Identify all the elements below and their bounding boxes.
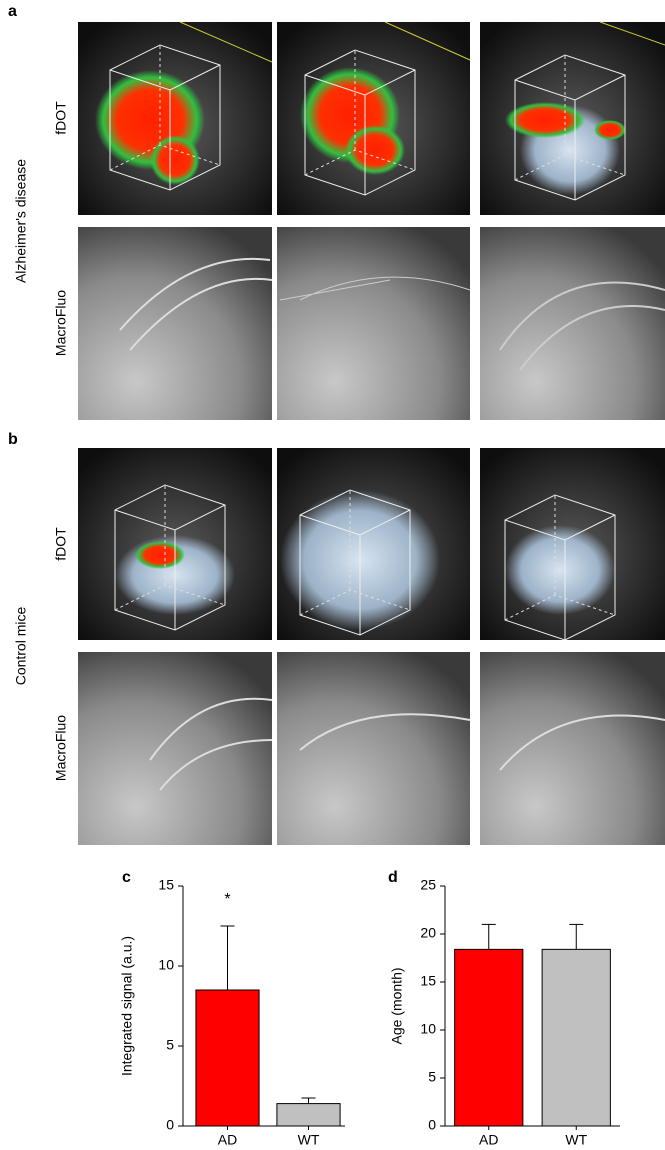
row-label: fDOT (53, 527, 69, 561)
x-tick-label: AD (218, 1132, 237, 1148)
row-label: MacroFluo (53, 715, 69, 781)
y-tick-label: 0 (428, 1117, 436, 1133)
figure: a b c d Alzheimer's disease Control mice… (0, 0, 665, 1150)
panel-label: d (388, 869, 398, 886)
bar (277, 1104, 340, 1126)
y-tick-label: 10 (158, 957, 174, 973)
y-axis-label: Integrated signal (a.u.) (119, 936, 135, 1076)
x-tick-label: WT (565, 1132, 587, 1148)
bar (542, 949, 610, 1126)
panel-label: b (8, 431, 18, 448)
x-tick-label: AD (479, 1132, 498, 1148)
y-tick-label: 5 (428, 1069, 436, 1085)
group-label: Alzheimer's disease (13, 159, 29, 283)
y-axis-label: Age (month) (389, 967, 405, 1044)
bar (196, 990, 259, 1126)
y-tick-label: 15 (158, 877, 174, 893)
y-tick-label: 15 (420, 973, 436, 989)
row-label: MacroFluo (53, 290, 69, 356)
x-tick-label: WT (298, 1132, 320, 1148)
image-grid (78, 22, 665, 845)
y-tick-label: 20 (420, 925, 436, 941)
row-label: fDOT (53, 101, 69, 135)
y-tick-label: 10 (420, 1021, 436, 1037)
y-tick-label: 5 (166, 1037, 174, 1053)
panel-label: c (122, 869, 131, 886)
y-tick-label: 25 (420, 877, 436, 893)
bar (455, 949, 523, 1126)
panel-label: a (8, 3, 17, 20)
annotation: * (224, 891, 230, 908)
group-label: Control mice (13, 607, 29, 686)
y-tick-label: 0 (166, 1117, 174, 1133)
